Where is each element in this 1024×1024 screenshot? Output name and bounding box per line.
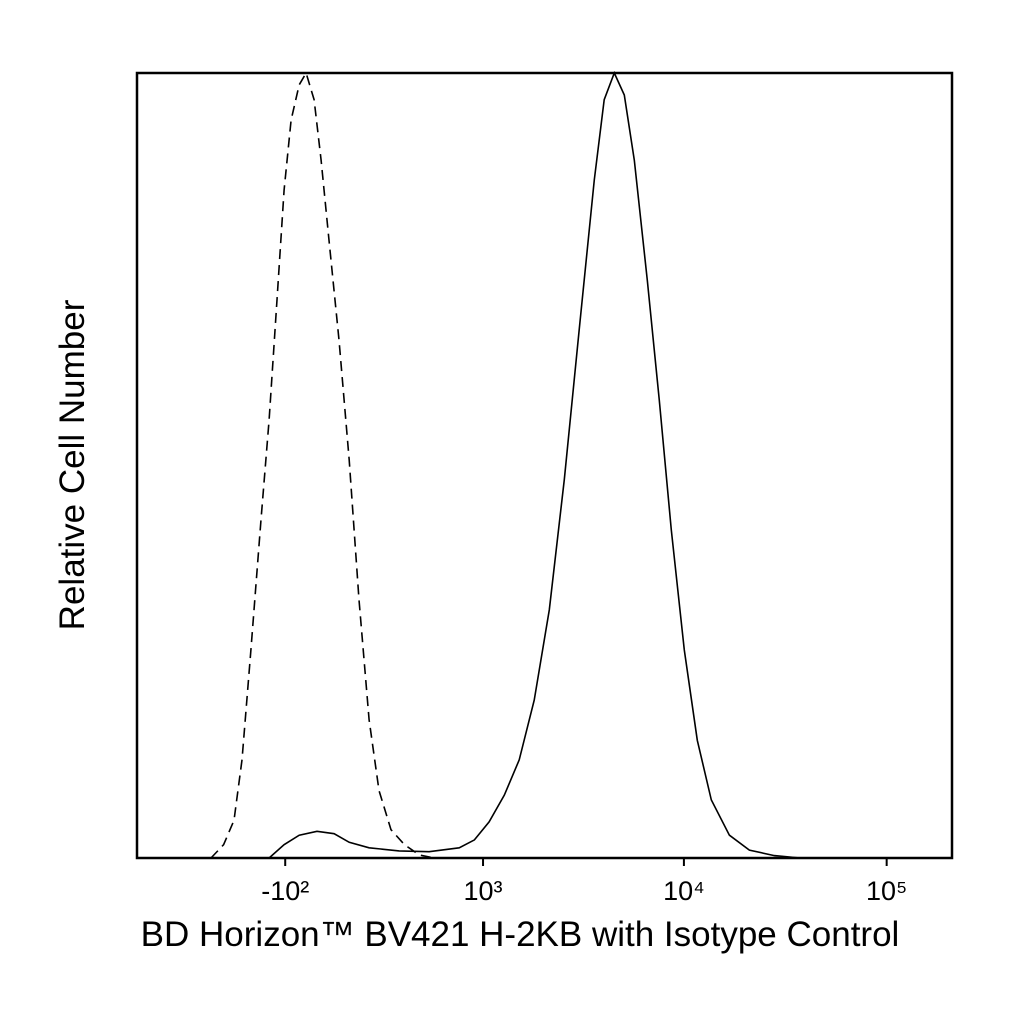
y-axis-label: Relative Cell Number [53,299,92,630]
x-axis-label: BD Horizon™ BV421 H-2KB with Isotype Con… [141,915,900,954]
x-tick-label: 10⁴ [663,876,705,906]
plot-frame [135,71,954,860]
x-tick-label: 10³ [464,876,503,906]
histogram-line [210,71,435,859]
x-tick-label: -10² [261,876,309,906]
histogram-line [268,70,801,859]
x-tick-label: 10⁵ [866,876,907,906]
